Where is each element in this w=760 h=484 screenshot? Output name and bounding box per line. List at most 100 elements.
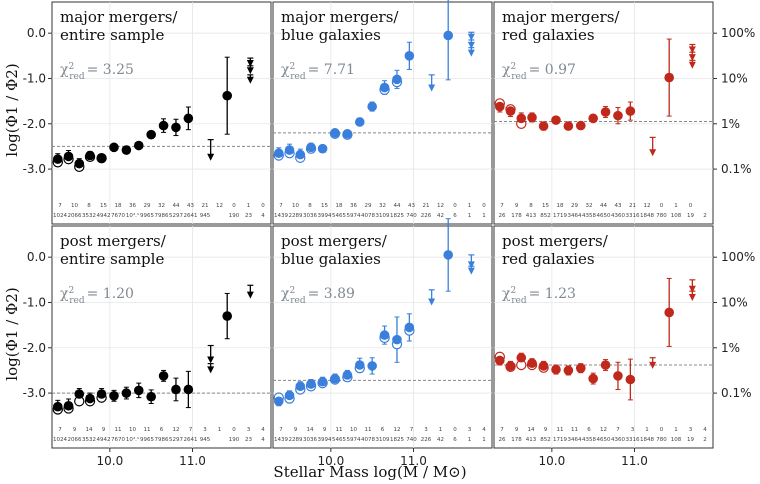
count-bottom: 5974 [347,213,361,219]
count-bottom: 1024 [53,437,67,443]
count-top: 11 [336,427,343,433]
right-tick-label: 1% [721,117,740,131]
count-bottom: 3109 [376,437,390,443]
data-point [74,389,85,399]
panel-title-line1: major mergers/ [502,8,620,26]
count-bottom: 4360 [611,213,625,219]
upper-limit-arrow [688,285,696,293]
panel-0-2: major mergers/red galaxies χ2 red = 0.97 7 26… [493,1,714,225]
count-top: 0 [453,427,457,433]
data-point [133,140,144,151]
upper-limit-arrow [688,61,696,69]
count-top: 0 [261,203,265,209]
count-top: 1 [674,203,678,209]
data-point [342,370,353,380]
count-top: 11 [144,427,151,433]
right-tick-label: 10% [721,295,748,309]
count-top: 0 [660,427,664,433]
count-bottom: 23 [245,213,252,219]
data-point [52,154,63,164]
right-tick-label: 100% [721,250,755,264]
panel-frame [51,1,272,225]
count-top: 9 [515,203,519,209]
count-bottom: 413 [526,213,537,219]
count-bottom: 1848 [640,213,654,219]
count-top: 29 [365,203,372,209]
count-bottom: 3532 [82,213,96,219]
count-top: 1 [674,427,678,433]
count-bottom: 852 [540,213,551,219]
count-top: 3 [689,427,693,433]
count-bottom: 945 [200,213,211,219]
count-top: 43 [615,203,622,209]
upper-limit-arrow [467,261,475,269]
count-bottom: 2 [703,437,707,443]
count-top: 1 [218,427,222,433]
y-axis-label-bottom: log(Φ1 / Φ2) [3,287,21,380]
count-bottom: 19 [687,213,694,219]
x-tick-label: 11.0 [400,454,427,468]
count-bottom: 4 [261,213,265,219]
data-point [392,334,402,345]
count-top: 8 [529,203,533,209]
data-point [527,112,537,123]
count-bottom: 852 [540,437,551,443]
upper-limit-arrow [246,67,254,75]
count-bottom: 26 [499,437,506,443]
data-point [183,384,194,395]
count-top: 0 [232,203,236,209]
data-point [354,360,365,370]
panel-title-line1: post mergers/ [60,232,167,250]
data-point [613,371,623,381]
count-top: 36 [350,203,357,209]
data-point [222,90,232,101]
right-tick-label: 0.1% [721,386,752,400]
upper-limit-arrow [688,54,696,62]
upper-limit-arrow [649,361,657,369]
count-top: 7 [410,427,414,433]
data-point [379,82,390,93]
panel-frame [51,225,272,449]
panel-title-line1: post mergers/ [502,232,609,250]
count-top: 14 [528,427,535,433]
count-top: 43 [408,203,415,209]
upper-limit-arrow [467,267,475,275]
count-bottom: 7986 [155,213,169,219]
count-top: 3 [631,427,635,433]
count-bottom: 1 [468,213,472,219]
count-bottom: 1825 [390,437,404,443]
data-point [443,30,454,41]
data-point [538,361,549,371]
count-bottom: 4 [261,437,265,443]
count-top: 36 [129,203,136,209]
count-bottom: 226 [421,213,432,219]
right-tick-label: 10% [721,71,748,85]
count-bottom: 42 [437,437,444,443]
count-bottom: 413 [526,437,537,443]
count-bottom: 10⁴.¹ [126,436,139,443]
count-top: 44 [600,203,607,209]
count-bottom: 7670 [111,437,125,443]
data-point [527,358,537,368]
count-bottom: 1 [482,437,486,443]
count-bottom: 108 [671,213,682,219]
count-top: 21 [202,203,209,209]
upper-limit-arrow [688,46,696,54]
count-top: 3 [424,427,428,433]
count-bottom: 26 [499,213,506,219]
data-point [367,361,377,371]
count-top: 21 [629,203,636,209]
count-top: 15 [100,203,107,209]
data-point [330,128,340,138]
data-point [295,381,306,392]
count-top: 9 [294,427,298,433]
count-bottom: 4942 [97,213,111,219]
count-bottom: 2641 [184,213,198,219]
count-bottom: 1439 [274,213,288,219]
count-top: 4 [703,427,707,433]
count-top: 44 [394,203,401,209]
upper-limit-arrow [246,59,254,67]
upper-limit-arrow [246,76,254,84]
data-point [404,322,415,333]
